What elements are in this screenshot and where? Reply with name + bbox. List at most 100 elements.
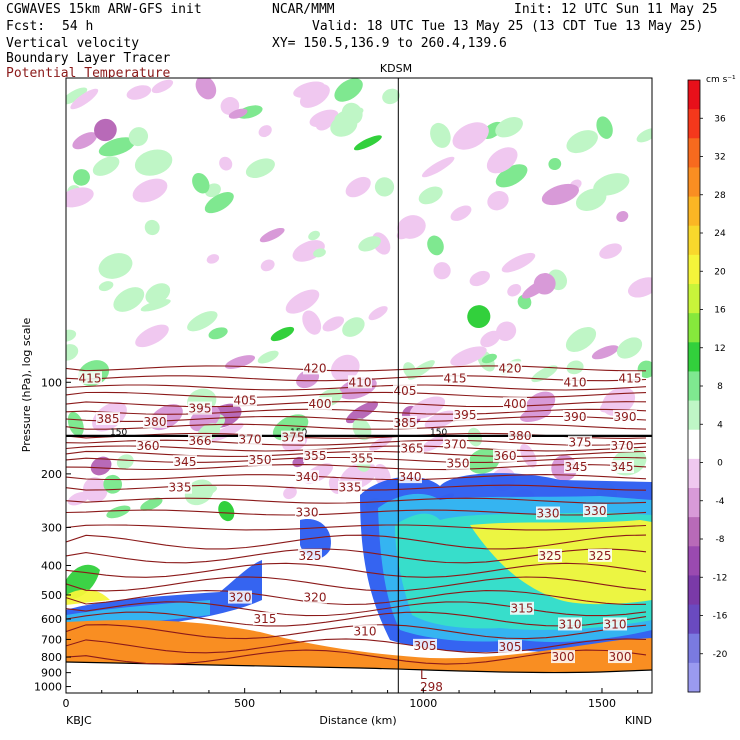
theta-label: 330 [296,506,319,520]
colorbar-swatch [688,458,700,489]
velocity-blob [345,176,371,198]
velocity-blob [90,456,112,476]
theta-label: 400 [309,397,332,411]
theta-label-bg [393,384,417,398]
theta-label-bg [253,612,277,626]
theta-contour [66,576,647,592]
right-station-label: KIND [625,714,652,727]
theta-label-bg [613,409,637,423]
theta-contour [66,611,647,627]
colorbar-swatch [688,662,700,693]
theta-label-bg [610,439,634,453]
theta-label-bg [618,371,642,385]
velocity-blob [204,192,234,214]
theta-label-bg [188,434,212,448]
colorbar-swatch [688,225,700,256]
theta-label-bg [136,439,160,453]
theta-label-bg [564,460,588,474]
theta-label: 410 [564,375,587,389]
plot-area: 1501501504154204104054054154204104153853… [66,78,652,693]
theta-label: 345 [565,460,588,474]
velocity-blob [599,392,627,413]
theta-label: 320 [304,591,327,605]
valid-time: Valid: 18 UTC Tue 13 May 25 (13 CDT Tue … [312,19,704,34]
theta-label: 355 [304,449,327,463]
velocity-blob [116,454,134,470]
theta-contour [66,524,647,531]
theta-label: 345 [611,460,634,474]
theta-label-bg [538,548,562,562]
y-tick-label: 200 [41,468,62,481]
velocity-blob [418,186,443,205]
velocity-blob [322,316,345,332]
org-label: NCAR/MMM [272,2,335,17]
velocity-blob [548,157,562,171]
theta-label-bg [298,548,322,562]
theta-label-bg [508,428,532,442]
theta-label: 300 [552,650,575,664]
theta-label: 310 [559,617,582,631]
theta-label-bg [303,449,327,463]
colorbar-unit: cm s⁻¹ [706,75,736,85]
plot-frame [65,77,653,694]
field-vertical-velocity: Vertical velocity [6,36,140,51]
theta-label-bg [493,449,517,463]
velocity-blob [452,122,489,150]
y-tick-label: 800 [41,651,62,664]
velocity-blob [480,330,501,348]
colorbar-level-label: -8 [716,535,725,545]
theta-label-bg [563,409,587,423]
velocity-blob [596,116,613,139]
theta-label: 415 [79,371,102,385]
velocity-blob [245,158,275,179]
y-tick-label: 1000 [34,681,62,694]
colorbar: 36 32 28 24 20 16 12 8 4 0 -4 -8 -12 -16 -20 [687,79,728,693]
velocity-blob [151,79,174,94]
colorbar-level-label: -12 [713,573,728,583]
theta-contour [66,649,647,665]
velocity-blob [208,327,228,340]
velocity-blob [334,107,364,122]
colorbar-level-label: 28 [714,191,726,201]
theta-label: 360 [137,439,160,453]
theta-label-bg [568,435,592,449]
colorbar-level-label: 32 [714,153,725,163]
theta-label: 355 [351,451,374,465]
colorbar-level-label: -16 [713,612,728,622]
velocity-blob [270,326,295,342]
theta-label-bg [348,375,372,389]
colorbar-level-label: 24 [714,229,726,239]
velocity-blob [636,128,652,143]
velocity-blob [285,289,320,314]
init-time: Init: 12 UTC Sun 11 May 25 [514,2,718,17]
theta-label: 300 [609,650,632,664]
theta-contour [66,474,647,481]
colorbar-swatch [688,546,700,576]
velocity-blob [334,78,363,102]
theta-label: 380 [509,429,532,443]
colorbar-level-label: 20 [714,267,726,277]
velocity-blob [616,337,643,359]
velocity-blob [140,497,163,511]
velocity-blob [407,360,435,380]
y-axis-label: Pressure (hPa), log scale [20,318,33,453]
velocity-blob [283,486,297,500]
colorbar-level-label: -20 [713,650,728,660]
colorbar-swatch [688,429,700,460]
velocity-blob [521,278,551,299]
theta-label-bg [398,470,422,484]
colorbar-level-label: 0 [717,459,723,469]
theta-label: 320 [229,591,252,605]
velocity-blob [368,306,388,321]
theta-contour [66,391,647,398]
velocity-blob [106,505,131,519]
velocity-blob [228,108,248,119]
theta-label-bg [173,455,197,469]
theta-label: 310 [604,617,627,631]
surface-low-label: L [420,668,427,682]
y-tick-label: 900 [41,667,62,680]
colorbar-swatch [688,254,700,285]
theta-contour [66,638,647,654]
section-title: KDSM [380,62,412,75]
